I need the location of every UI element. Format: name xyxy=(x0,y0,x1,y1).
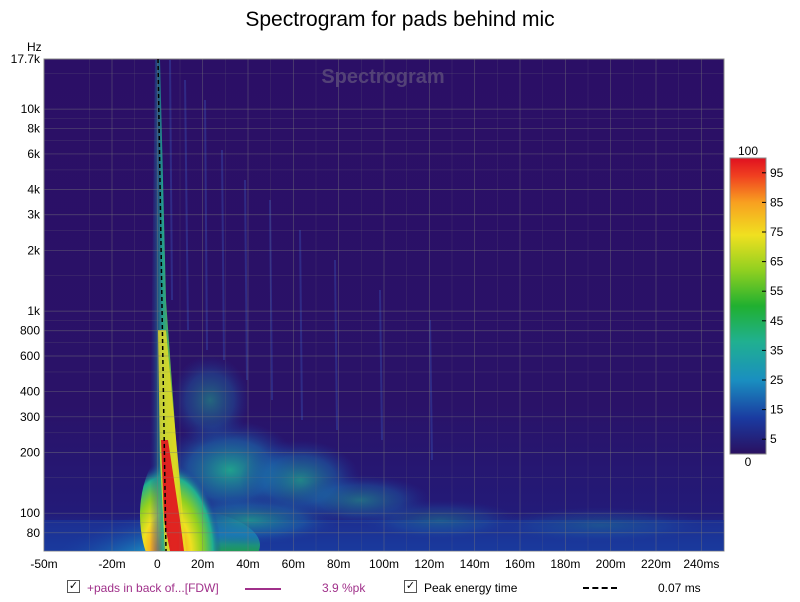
x-tick-label: 160m xyxy=(505,557,535,571)
y-tick-label: 3k xyxy=(27,208,41,222)
colorbar-tick-label: 65 xyxy=(770,255,784,269)
x-tick-label: -50m xyxy=(30,557,57,571)
y-tick-label: 80 xyxy=(27,526,41,540)
series-legend-value: 3.9 %pk xyxy=(322,581,366,595)
chart-title: Spectrogram for pads behind mic xyxy=(245,8,555,31)
x-tick-label: 240ms xyxy=(683,557,719,571)
y-unit-label: Hz xyxy=(27,40,42,54)
x-tick-label: 0 xyxy=(154,557,161,571)
y-tick-label: 4k xyxy=(27,183,41,197)
colorbar xyxy=(729,157,767,455)
colorbar-max-label: 100 xyxy=(738,144,758,158)
y-tick-label: 8k xyxy=(27,122,41,136)
series-legend-line xyxy=(245,588,281,590)
y-tick-label: 6k xyxy=(27,147,41,161)
watermark-text: Spectrogram xyxy=(321,66,444,88)
colorbar-tick-label: 25 xyxy=(770,373,784,387)
peak-energy-line xyxy=(157,58,167,552)
grid-lines xyxy=(44,59,724,551)
x-tick-label: 60m xyxy=(282,557,305,571)
colorbar-tick-label: 85 xyxy=(770,195,784,209)
y-tick-label: 600 xyxy=(20,349,40,363)
y-tick-label: 800 xyxy=(20,324,40,338)
y-tick-label: 1k xyxy=(27,304,41,318)
y-tick-label: 300 xyxy=(20,410,40,424)
x-tick-label: 100m xyxy=(369,557,399,571)
y-tick-label: 200 xyxy=(20,445,40,459)
peak-energy-checkbox[interactable]: ✓ xyxy=(404,580,417,593)
y-tick-label: 400 xyxy=(20,385,40,399)
colorbar-tick-label: 95 xyxy=(770,166,784,180)
y-tick-label: 2k xyxy=(27,243,41,257)
colorbar-tick-label: 15 xyxy=(770,403,784,417)
colorbar-min-label: 0 xyxy=(745,455,752,469)
series-checkbox[interactable]: ✓ xyxy=(67,580,80,593)
spectrogram-heatmap xyxy=(44,59,724,551)
x-axis-ticks: -50m -20m 0 20m 40m 60m 80m 100m 120m 140m 160m 180… xyxy=(30,557,719,571)
y-tick-label: 17.7k xyxy=(11,52,41,66)
peak-energy-label: Peak energy time xyxy=(424,581,518,595)
x-tick-label: 120m xyxy=(414,557,444,571)
y-tick-label: 100 xyxy=(20,506,40,520)
x-tick-label: 180m xyxy=(550,557,580,571)
series-legend-label: +pads in back of...[FDW] xyxy=(87,581,219,595)
colorbar-tick-label: 55 xyxy=(770,284,784,298)
y-axis-ticks: 17.7k 10k 8k 6k 4k 3k 2k 1k 800 600 400 300 200 100 80 xyxy=(11,52,41,540)
x-tick-label: 40m xyxy=(236,557,259,571)
colorbar-tick-label: 45 xyxy=(770,314,784,328)
colorbar-ticks: 95 85 75 65 55 45 35 25 15 5 xyxy=(762,166,784,446)
x-tick-label: 140m xyxy=(460,557,490,571)
colorbar-tick-label: 75 xyxy=(770,225,784,239)
y-tick-label: 10k xyxy=(21,102,41,116)
peak-energy-value: 0.07 ms xyxy=(658,581,701,595)
x-tick-label: 220m xyxy=(641,557,671,571)
x-tick-label: 200m xyxy=(596,557,626,571)
x-tick-label: -20m xyxy=(98,557,125,571)
x-tick-label: 20m xyxy=(191,557,214,571)
x-tick-label: 80m xyxy=(327,557,350,571)
colorbar-tick-label: 35 xyxy=(770,343,784,357)
peak-energy-legend-line xyxy=(583,587,617,589)
colorbar-tick-label: 5 xyxy=(770,432,777,446)
